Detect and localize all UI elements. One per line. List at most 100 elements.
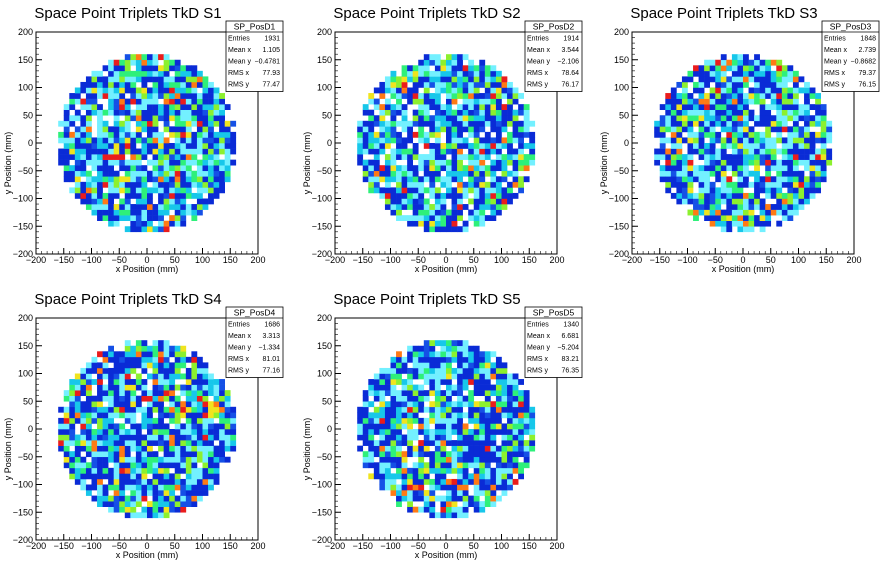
histogram-bin (213, 192, 220, 199)
histogram-bin (401, 70, 408, 77)
histogram-bin (174, 93, 181, 99)
histogram-bin (737, 159, 744, 166)
histogram-bin (362, 176, 369, 183)
histogram-bin (130, 506, 137, 513)
histogram-bin (407, 412, 413, 419)
histogram-bin (720, 215, 727, 221)
histogram-bin (754, 70, 760, 77)
x-tick-label: 100 (494, 541, 509, 551)
histogram-bin (501, 423, 508, 430)
histogram-bin (174, 126, 181, 133)
histogram-bin (113, 143, 120, 149)
histogram-bin (85, 115, 92, 122)
histogram-bin (147, 490, 153, 496)
histogram-bin (390, 395, 397, 402)
histogram-bin (80, 440, 87, 446)
histogram-bin (390, 137, 397, 144)
histogram-bin (518, 379, 524, 385)
histogram-bin (451, 351, 458, 358)
histogram-bin (770, 143, 777, 149)
histogram-bin (501, 401, 508, 408)
histogram-bin (196, 176, 203, 183)
histogram-bin (737, 93, 744, 99)
histogram-bin (412, 81, 419, 88)
histogram-bin (759, 81, 766, 88)
histogram-bin (368, 131, 375, 138)
histogram-bin (798, 87, 805, 94)
histogram-bin (119, 120, 126, 127)
histogram-bin (158, 390, 164, 396)
histogram-bin (726, 131, 733, 138)
histogram-bin (473, 104, 480, 110)
histogram-bin (434, 76, 441, 83)
histogram-bin (776, 165, 783, 172)
histogram-bin (681, 181, 688, 188)
histogram-bin (754, 220, 760, 227)
histogram-bin (379, 187, 386, 194)
histogram-bin (715, 98, 722, 105)
histogram-bin (523, 406, 530, 413)
stats-row-value: 77.47 (262, 82, 280, 89)
histogram-bin (135, 384, 142, 391)
histogram-bin (429, 126, 436, 133)
histogram-bin (715, 159, 722, 166)
histogram-bin (659, 143, 666, 149)
histogram-bin (815, 170, 821, 177)
histogram-bin (451, 165, 458, 172)
stats-box-frame (524, 20, 583, 92)
histogram-bin (462, 54, 469, 61)
histogram-bin (362, 390, 369, 396)
histogram-bin (490, 412, 497, 419)
histogram-bin (423, 373, 430, 380)
histogram-bin (147, 143, 153, 149)
histogram-bin (362, 401, 369, 408)
histogram-bin (191, 154, 198, 160)
histogram-bin (141, 98, 148, 105)
histogram-bin (687, 170, 694, 177)
histogram-bin (490, 198, 497, 205)
histogram-bin (158, 170, 164, 177)
histogram-bin (368, 93, 375, 99)
histogram-bin (737, 81, 744, 88)
histogram-bin (180, 165, 187, 172)
histogram-bin (102, 192, 109, 199)
histogram-bin (85, 143, 92, 149)
histogram-bin (219, 451, 225, 458)
histogram-bin (754, 154, 760, 160)
x-tick-label: 100 (195, 255, 210, 265)
histogram-bin (113, 373, 120, 380)
histogram-bin (512, 137, 519, 144)
histogram-bin (798, 126, 805, 133)
histogram-bin (141, 495, 148, 502)
histogram-bin (124, 467, 131, 474)
histogram-bin (737, 220, 744, 227)
histogram-bin (169, 345, 176, 352)
histogram-bin (451, 417, 458, 424)
histogram-bin (124, 412, 131, 419)
histogram-bin (384, 367, 391, 374)
histogram-bin (362, 143, 369, 149)
histogram-bin (63, 143, 70, 149)
histogram-bin (147, 412, 153, 419)
chart-panel: −200 −150 −100 −50 0 50 100 150 200200150100500−… (302, 5, 583, 274)
histogram-bin (135, 490, 142, 496)
x-tick-label: 0 (144, 255, 149, 265)
histogram-bin (202, 165, 209, 172)
histogram-bin (446, 401, 452, 408)
histogram-bin (715, 176, 722, 183)
histogram-bin (147, 429, 153, 435)
histogram-bin (440, 379, 447, 385)
histogram-bin (418, 451, 425, 458)
histogram-bin (147, 362, 153, 369)
histogram-bin (457, 187, 463, 194)
y-tick-label: 200 (18, 313, 33, 323)
histogram-bin (698, 70, 705, 77)
y-tick-label: 200 (18, 27, 33, 37)
histogram-bin (379, 148, 386, 155)
histogram-bin (507, 120, 513, 127)
histogram-bin (479, 423, 486, 430)
histogram-bin (124, 351, 131, 358)
histogram-bin (457, 473, 463, 480)
histogram-bin (147, 390, 153, 396)
histogram-bin (434, 148, 441, 155)
